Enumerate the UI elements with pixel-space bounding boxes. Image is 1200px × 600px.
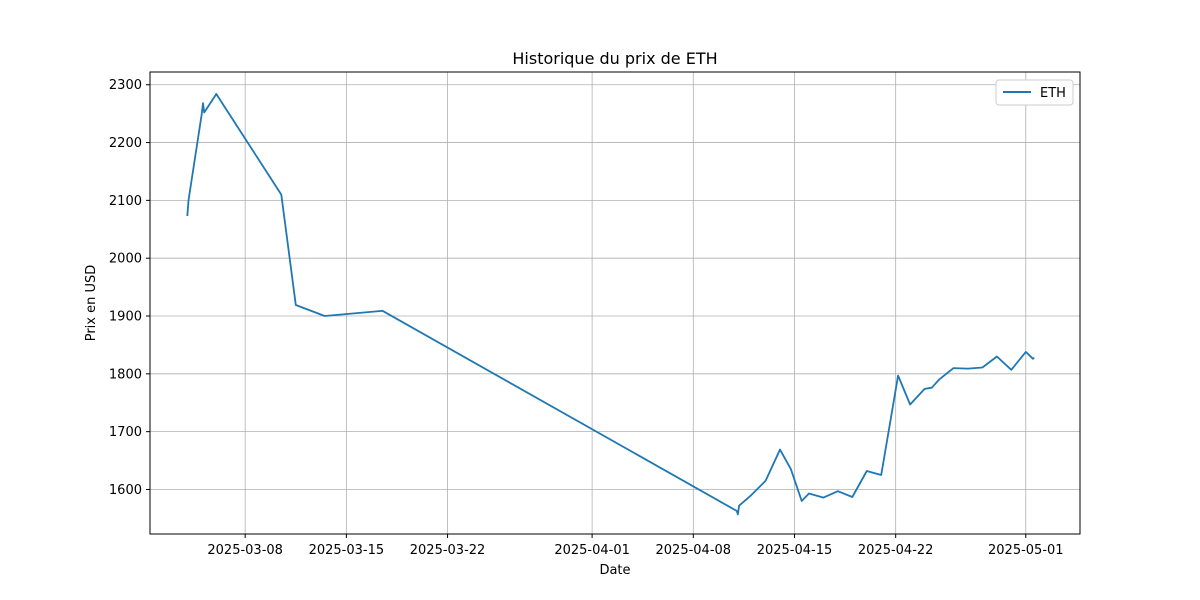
- x-tick-label: 2025-05-01: [988, 543, 1064, 558]
- plot-frame: [149, 71, 1081, 535]
- x-axis: 2025-03-08 2025-03-15 2025-03-22 2025-04-01…: [207, 534, 1064, 558]
- y-tick-label: 2300: [109, 78, 142, 93]
- grid: [150, 72, 1080, 534]
- legend-box: [995, 79, 1074, 106]
- y-tick-label: 1700: [109, 425, 142, 440]
- x-tick-label: 2025-03-15: [309, 543, 385, 558]
- x-tick-label: 2025-03-22: [410, 543, 486, 558]
- y-axis: 1600 1700 1800 1900 2000 2100 2200 2300: [109, 78, 150, 498]
- x-axis-label: Date: [599, 563, 630, 578]
- y-tick-label: 1600: [109, 483, 142, 498]
- y-tick-label: 2100: [109, 194, 142, 209]
- y-axis-label: Prix en USD: [84, 265, 99, 342]
- y-tick-label: 1900: [109, 310, 142, 325]
- series-line-eth: [186, 93, 1035, 516]
- y-tick-label: 2200: [109, 136, 142, 151]
- x-tick-label: 2025-03-08: [207, 543, 283, 558]
- y-tick-label: 1800: [109, 367, 142, 382]
- x-tick-label: 2025-04-08: [656, 543, 732, 558]
- x-tick-label: 2025-04-22: [858, 543, 934, 558]
- x-tick-label: 2025-04-01: [554, 543, 630, 558]
- series-layer: [186, 93, 1035, 516]
- legend: ETH: [995, 79, 1074, 106]
- x-tick-label: 2025-04-15: [757, 543, 833, 558]
- chart-title: Historique du prix de ETH: [512, 49, 717, 68]
- y-tick-label: 2000: [109, 252, 142, 267]
- legend-label: ETH: [1040, 86, 1066, 101]
